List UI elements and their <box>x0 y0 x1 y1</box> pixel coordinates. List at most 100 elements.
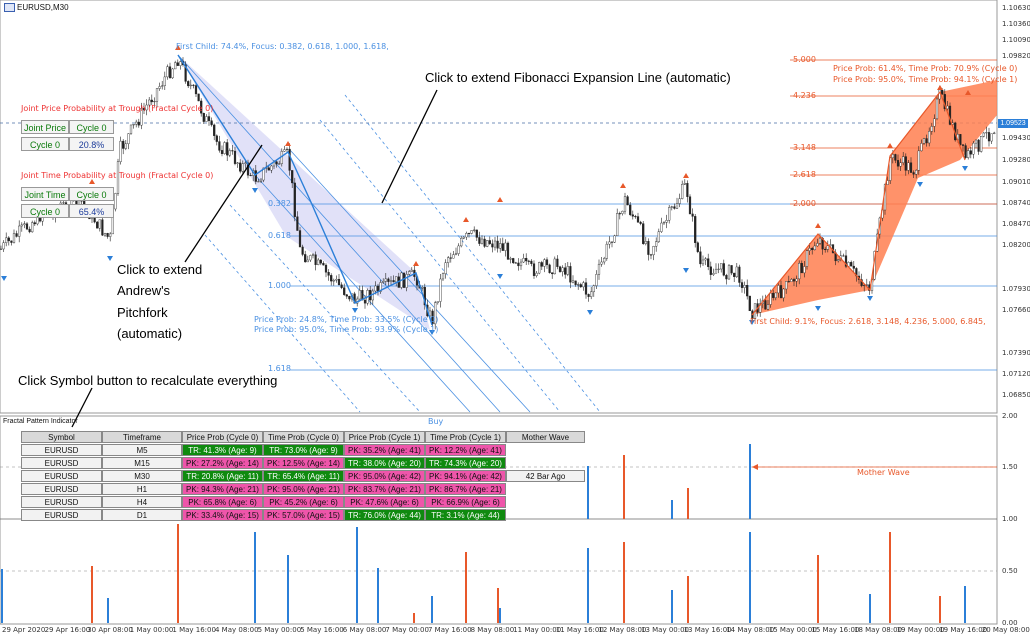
time-tick-label: 14 May 08:00 <box>726 626 775 634</box>
table-header: Price Prob (Cycle 0) <box>182 431 263 443</box>
price-tick-label: 1.09280 <box>1002 156 1030 164</box>
price-tick-label: 1.10360 <box>1002 20 1030 28</box>
price-tick-label: 1.07930 <box>1002 285 1030 293</box>
joint-time-cycle-b[interactable]: Cycle 0 <box>21 204 69 218</box>
timeframe-cell: M30 <box>102 470 182 482</box>
fib-left-0382: 0.382 <box>268 199 291 208</box>
probability-cell: TR: 76.0% (Age: 44) <box>344 509 425 521</box>
indicator-tick-label: 1.50 <box>1002 463 1018 471</box>
probability-cell: PK: 86.7% (Age: 21) <box>425 483 506 495</box>
fib-right-5000: 5.000 <box>793 55 816 64</box>
symbol-button[interactable]: EURUSD <box>21 509 102 521</box>
symbol-button[interactable]: EURUSD <box>21 457 102 469</box>
probability-cell: PK: 27.2% (Age: 14) <box>182 457 263 469</box>
price-prob-mid-1: Price Prob: 24.8%, Time Prob: 33.5% (Cyc… <box>254 315 439 324</box>
time-tick-label: 13 May 00:00 <box>641 626 690 634</box>
price-tick-label: 1.09010 <box>1002 178 1030 186</box>
probability-cell: PK: 94.1% (Age: 42) <box>425 470 506 482</box>
price-tick-label: 1.07660 <box>1002 306 1030 314</box>
mother-wave-arrow <box>752 464 758 470</box>
indicator-title: Fractal Pattern Indicator <box>3 418 78 425</box>
fib-left-0618: 0.618 <box>268 231 291 240</box>
time-tick-label: 11 May 00:00 <box>513 626 562 634</box>
time-tick-label: 19 May 16:00 <box>939 626 988 634</box>
joint-time-value: 65.4% <box>69 204 114 218</box>
callout-symbol-button: Click Symbol button to recalculate every… <box>18 373 278 388</box>
probability-cell: TR: 38.0% (Age: 20) <box>344 457 425 469</box>
table-header: Mother Wave <box>506 431 585 443</box>
timeframe-cell: D1 <box>102 509 182 521</box>
fib-left-1000: 1.000 <box>268 281 291 290</box>
time-tick-label: 11 May 16:00 <box>555 626 604 634</box>
indicator-histogram <box>1 444 966 623</box>
probability-cell: PK: 35.2% (Age: 41) <box>344 444 425 456</box>
chart-title: EURUSD,M30 <box>4 3 69 13</box>
probability-cell: PK: 95.0% (Age: 21) <box>263 483 344 495</box>
time-tick-label: 5 May 16:00 <box>300 626 344 634</box>
probability-cell: TR: 73.0% (Age: 9) <box>263 444 344 456</box>
probability-cell: PK: 47.6% (Age: 6) <box>344 496 425 508</box>
time-tick-label: 19 May 00:00 <box>896 626 945 634</box>
price-tick-label: 1.08200 <box>1002 241 1030 249</box>
symbol-button[interactable]: EURUSD <box>21 470 102 482</box>
probability-cell: TR: 74.3% (Age: 20) <box>425 457 506 469</box>
symbol-button[interactable]: EURUSD <box>21 444 102 456</box>
fib-expansion-fill[interactable] <box>752 80 997 315</box>
price-tick-label: 1.06850 <box>1002 391 1030 399</box>
table-header: Price Prob (Cycle 1) <box>344 431 425 443</box>
probability-cell: PK: 45.2% (Age: 6) <box>263 496 344 508</box>
time-tick-label: 1 May 16:00 <box>172 626 216 634</box>
probability-cell: PK: 12.2% (Age: 41) <box>425 444 506 456</box>
time-tick-label: 13 May 16:00 <box>683 626 732 634</box>
joint-price-cycle[interactable]: Cycle 0 <box>69 120 114 134</box>
joint-price-cycle-b[interactable]: Cycle 0 <box>21 137 69 151</box>
joint-price-value: 20.8% <box>69 137 114 151</box>
price-tick-label: 1.09820 <box>1002 52 1030 60</box>
price-tick-label: 1.09430 <box>1002 134 1030 142</box>
symbol-button[interactable]: EURUSD <box>21 496 102 508</box>
first-child-bottom-label: First Child: 9.1%, Focus: 2.618, 3.148, … <box>750 317 986 326</box>
mother-wave-label: Mother Wave <box>857 468 910 477</box>
table-header: Time Prob (Cycle 1) <box>425 431 506 443</box>
first-child-top-label: First Child: 74.4%, Focus: 0.382, 0.618,… <box>176 42 389 51</box>
callout-pitchfork-1: Click to extend <box>117 262 203 277</box>
callout-pitchfork-2: Andrew's <box>117 283 171 298</box>
probability-cell: PK: 57.0% (Age: 15) <box>263 509 344 521</box>
price-tick-label: 1.07120 <box>1002 370 1030 378</box>
probability-cell: PK: 95.0% (Age: 42) <box>344 470 425 482</box>
time-tick-label: 4 May 08:00 <box>215 626 259 634</box>
probability-cell: TR: 3.1% (Age: 44) <box>425 509 506 521</box>
joint-time-title: Joint Time Probability at Trough (Fracta… <box>21 171 214 180</box>
joint-time-label[interactable]: Joint Time <box>21 187 69 201</box>
time-tick-label: 1 May 00:00 <box>129 626 174 634</box>
joint-time-cycle[interactable]: Cycle 0 <box>69 187 114 201</box>
probability-cell: PK: 33.4% (Age: 15) <box>182 509 263 521</box>
probability-cell: PK: 65.8% (Age: 6) <box>182 496 263 508</box>
timeframe-cell: M15 <box>102 457 182 469</box>
price-tick-label: 1.10630 <box>1002 4 1030 12</box>
time-tick-label: 20 May 08:00 <box>981 626 1030 634</box>
callout-pitchfork-3: Pitchfork <box>117 305 168 320</box>
current-price-badge: 1.09523 <box>998 119 1028 128</box>
joint-price-title: Joint Price Probability at Trough (Fract… <box>21 104 214 113</box>
indicator-tick-label: 2.00 <box>1002 412 1018 420</box>
fractal-zigzag-right <box>751 90 966 316</box>
pitchfork-fan[interactable] <box>178 55 430 330</box>
symbol-button[interactable]: EURUSD <box>21 483 102 495</box>
time-tick-label: 7 May 16:00 <box>428 626 472 634</box>
probability-cell: PK: 12.5% (Age: 14) <box>263 457 344 469</box>
joint-price-label[interactable]: Joint Price <box>21 120 69 134</box>
time-tick-label: 29 Apr 16:00 <box>44 626 91 634</box>
price-tick-label: 1.08470 <box>1002 220 1030 228</box>
callout-fib-expansion: Click to extend Fibonacci Expansion Line… <box>425 70 731 85</box>
time-tick-label: 5 May 00:00 <box>257 626 302 634</box>
fib-right-3148: 3.148 <box>793 143 816 152</box>
pitchfork-dashed-lines <box>204 94 601 413</box>
fib-right-2618: 2.618 <box>793 170 816 179</box>
time-tick-label: 12 May 08:00 <box>598 626 647 634</box>
symbol-header-button[interactable]: Symbol <box>21 431 102 443</box>
fib-right-2000: 2.000 <box>793 199 816 208</box>
price-tick-label: 1.10090 <box>1002 36 1030 44</box>
probability-cell: TR: 65.4% (Age: 11) <box>263 470 344 482</box>
fib-right-4236: 4.236 <box>793 91 816 100</box>
